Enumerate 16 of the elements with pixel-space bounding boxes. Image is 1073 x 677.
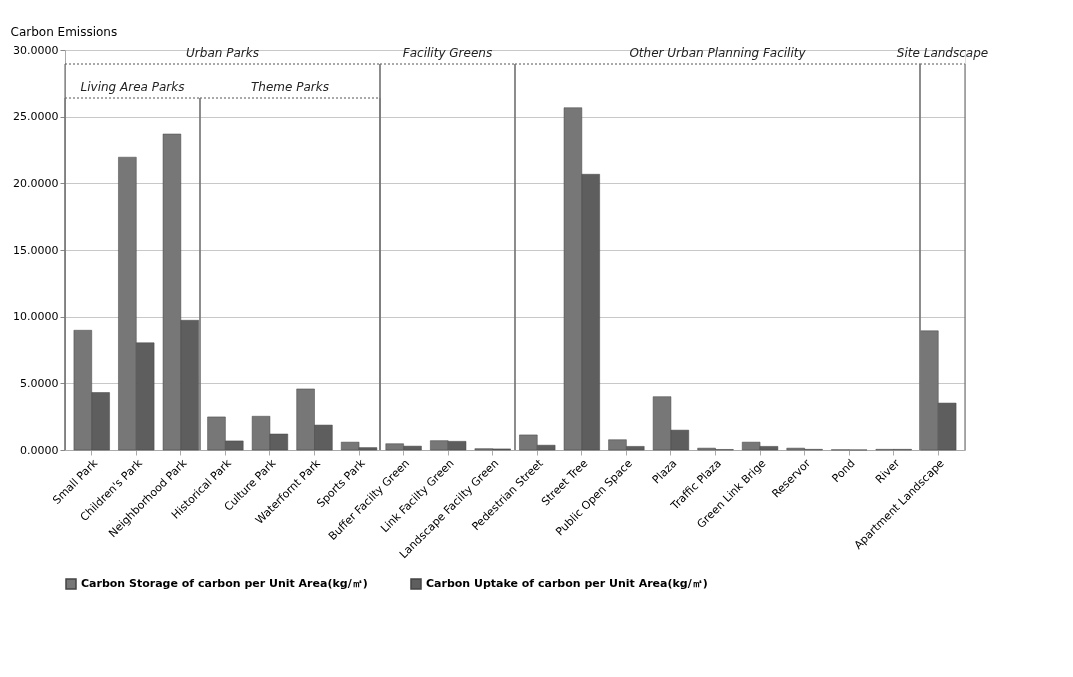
annotation: Other Urban Planning Facility [629, 46, 807, 60]
y-tick-label: 15.0000 [13, 243, 59, 257]
legend-label: Carbon Uptake of carbon per Unit Area(kg/㎡) [426, 577, 708, 590]
y-tick-label: 30.0000 [13, 43, 59, 57]
y-tick-label: 25.0000 [13, 110, 59, 124]
legend-label: Carbon Storage of carbon per Unit Area(kg/㎡) [81, 577, 368, 590]
annotation: Theme Parks [251, 80, 329, 94]
annotation: Living Area Parks [80, 80, 185, 94]
y-tick-label: 5.0000 [20, 376, 59, 390]
y-tick-label: 0.0000 [20, 443, 59, 457]
annotation: Facility Greens [402, 46, 493, 60]
y-tick-label: 10.0000 [13, 310, 59, 324]
annotation: Site Landscape [896, 46, 989, 60]
annotation: Urban Parks [186, 46, 259, 60]
y-tick-label: 20.0000 [13, 176, 59, 190]
y-axis-title: Carbon Emissions [10, 24, 118, 39]
